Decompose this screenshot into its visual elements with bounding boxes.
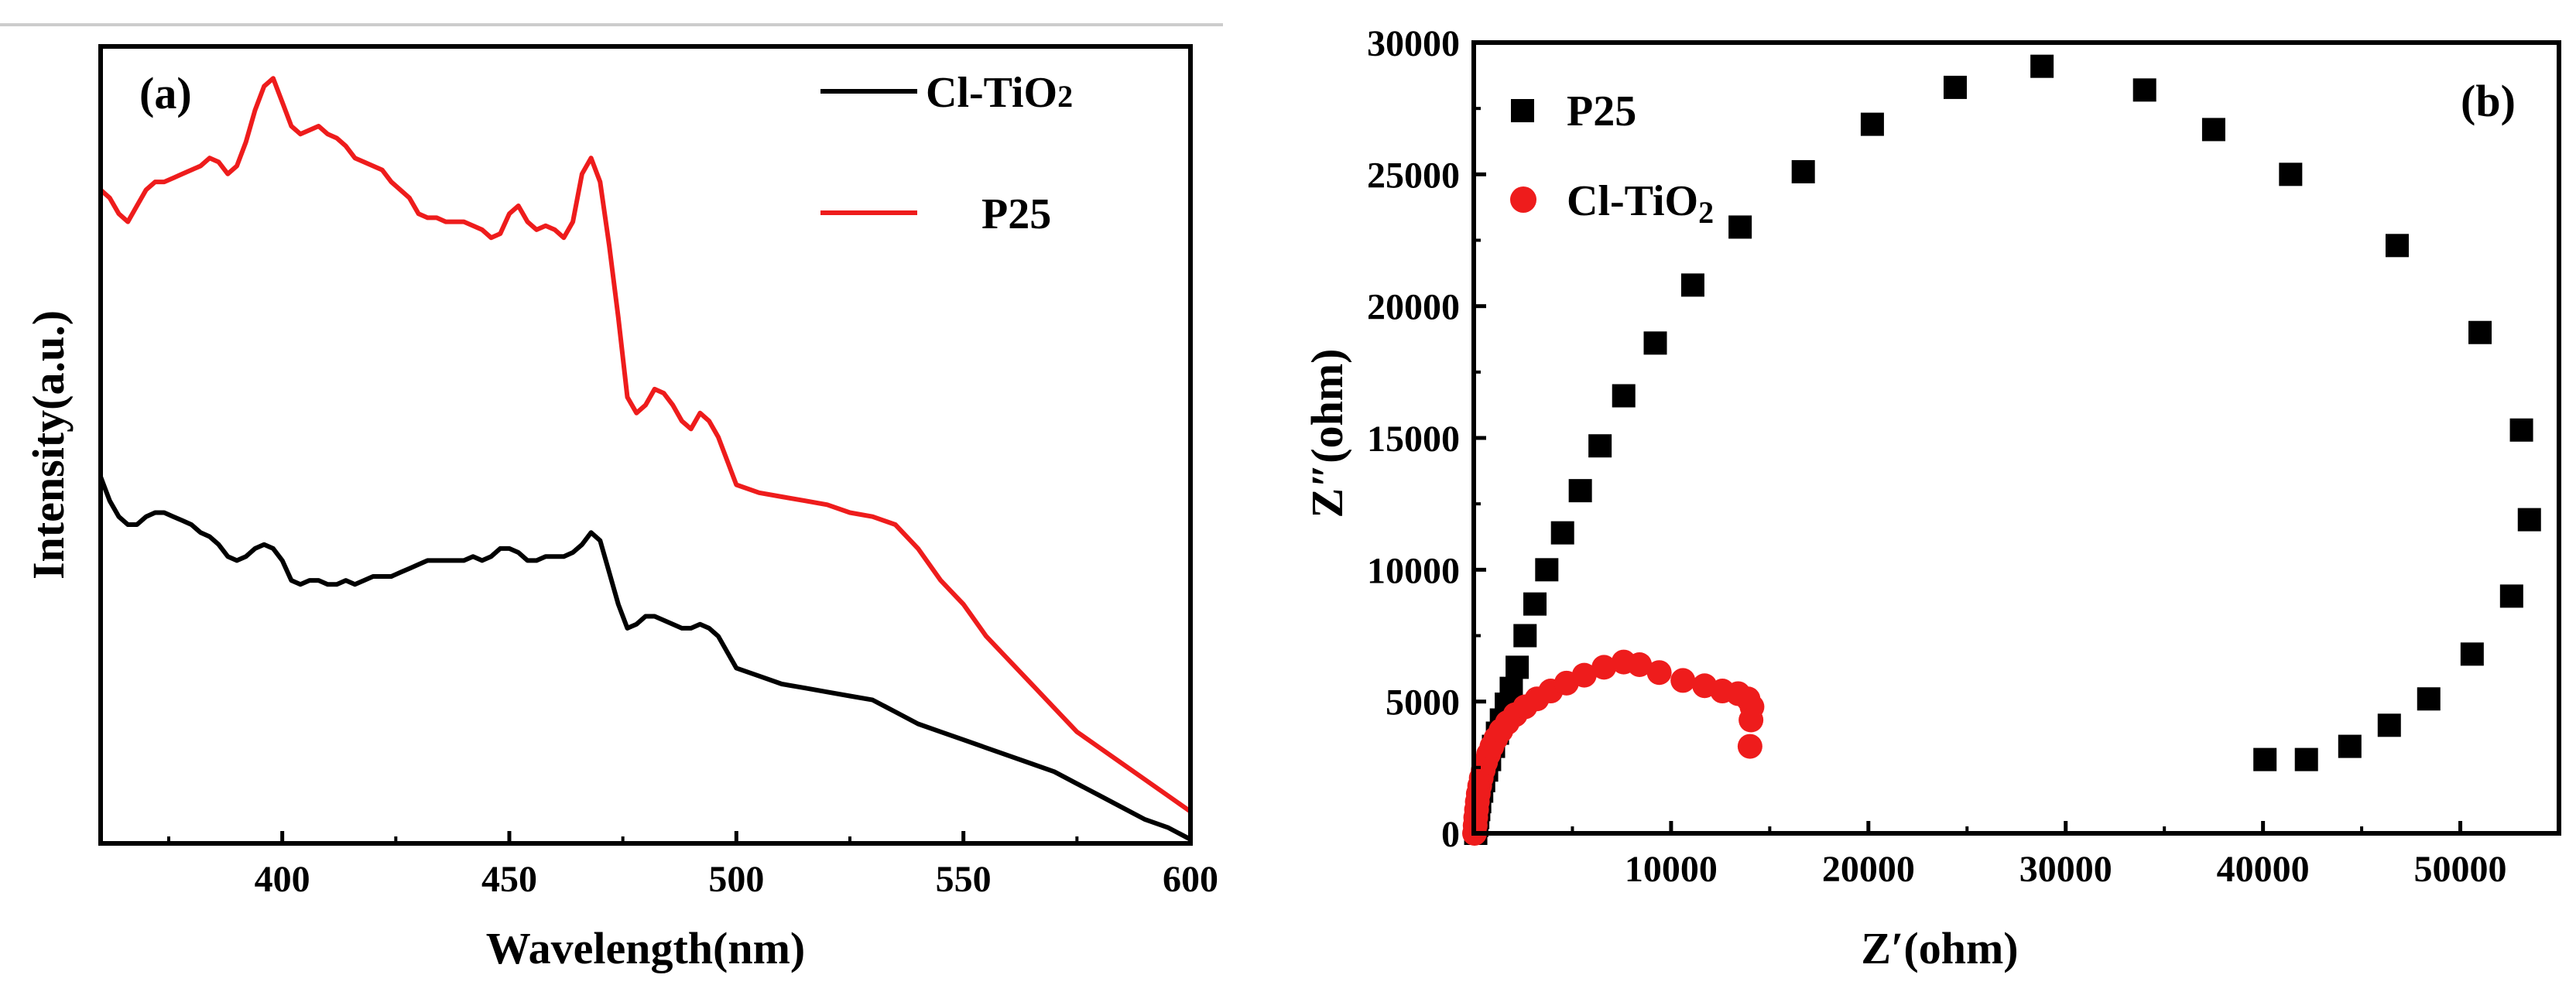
panel-a-legend: Cl-TiO2 P25 [820,69,1073,238]
series-line-p25 [98,76,1193,814]
legend-label-cl-tio2-b: Cl-TiO2 [1567,177,1714,230]
x-tick-label: 550 [936,859,992,900]
x-tick-label: 30000 [2019,849,2112,890]
y-tick-label: 20000 [1367,287,1460,328]
data-point-p25 [2377,713,2401,737]
data-point-p25 [1568,479,1592,503]
panel-a-y-axis-title: Intensity(a.u.) [23,310,74,580]
x-tick-label: 20000 [1822,849,1915,890]
panel-b-label: (b) [2461,76,2516,126]
data-point-p25 [1643,331,1667,355]
data-point-p25 [2517,508,2541,532]
data-point-p25 [2201,118,2225,142]
data-point-p25 [1506,655,1530,679]
data-point-p25 [1523,592,1547,616]
data-point-p25 [2509,418,2533,442]
data-point-p25 [1550,521,1574,545]
data-point-p25 [2338,734,2362,758]
data-point-p25 [2294,747,2318,771]
panel-b-x-axis-title: Z′(ohm) [1861,923,2018,973]
legend-label-p25-b: P25 [1567,87,1636,135]
data-point-p25 [1612,384,1636,408]
data-point-cl-tio2 [1737,734,1762,759]
data-point-p25 [2279,162,2303,186]
panel-a-x-ticks: 400 450 500 550 600 [167,831,1218,900]
data-point-p25 [1860,112,1884,136]
x-tick-label: 50000 [2414,849,2507,890]
data-point-p25 [2132,78,2156,102]
panel-a-label: (a) [139,68,192,118]
y-tick-label: 5000 [1386,682,1460,723]
x-tick-label: 500 [708,859,764,900]
data-point-p25 [2460,642,2484,666]
x-tick-label: 400 [255,859,310,900]
y-tick-label: 15000 [1367,419,1460,460]
panel-b-legend: P25 Cl-TiO2 [1510,87,1714,230]
data-point-p25 [2253,747,2277,771]
panel-a-x-axis-title: Wavelength(nm) [486,923,805,973]
data-point-p25 [2417,687,2441,711]
series-line-cl-tio2 [98,474,1193,842]
legend-marker-p25 [1511,99,1534,122]
panel-b-y-axis-title: Z″(ohm) [1302,349,1352,518]
legend-label-cl-tio2: Cl-TiO2 [926,69,1073,117]
y-tick-label: 0 [1441,814,1460,855]
data-point-cl-tio2 [1627,652,1653,677]
data-point-p25 [2468,320,2492,344]
panel-b-x-ticks: 10000 20000 30000 40000 50000 [1571,821,2507,890]
data-point-p25 [2499,584,2523,608]
x-tick-label: 40000 [2217,849,2310,890]
panel-a-plot-area [98,76,1193,842]
x-tick-label: 10000 [1625,849,1718,890]
panel-a-frame [98,44,1193,846]
data-point-p25 [1535,558,1559,582]
panel-b-chart: 10000 20000 30000 40000 50000 0 5000 10000 1500… [1302,23,2561,973]
data-point-cl-tio2 [1670,668,1696,693]
panel-b-frame [1471,40,2561,836]
data-point-p25 [1588,434,1612,458]
data-point-p25 [1680,273,1704,297]
data-point-cl-tio2 [1571,662,1597,688]
legend-marker-cl-tio2 [1510,186,1536,213]
panel-b-plot-area [1462,54,2541,846]
y-tick-label: 10000 [1367,550,1460,591]
panel-a-chart: 400 450 500 550 600 (a) Wavelength(nm) Inten… [0,23,1223,973]
x-tick-label: 600 [1163,859,1218,900]
y-tick-label: 30000 [1367,23,1460,64]
data-point-cl-tio2 [1646,660,1672,686]
data-point-p25 [1943,75,1967,99]
data-point-p25 [1728,215,1752,239]
data-point-p25 [1791,159,1815,183]
panel-b-y-ticks: 0 5000 10000 15000 20000 25000 30000 [1367,23,1486,855]
legend-label-p25: P25 [981,190,1051,238]
data-point-p25 [2030,54,2054,78]
data-point-cl-tio2 [1738,707,1764,733]
data-point-p25 [2385,234,2409,258]
data-point-p25 [1513,624,1537,648]
y-tick-label: 25000 [1367,155,1460,196]
x-tick-label: 450 [481,859,537,900]
data-point-cl-tio2 [1591,655,1617,680]
